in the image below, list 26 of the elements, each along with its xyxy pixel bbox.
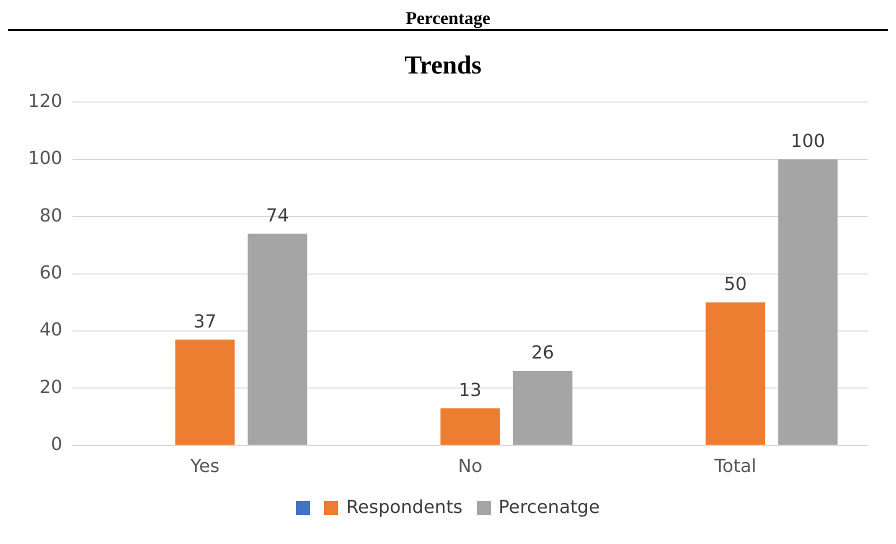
- x-tick-label: Total: [713, 456, 756, 477]
- data-label: 74: [266, 205, 289, 226]
- y-tick-label: 60: [39, 262, 62, 284]
- y-tick-label: 20: [39, 376, 62, 398]
- y-tick-label: 0: [50, 434, 62, 456]
- data-label: 37: [194, 311, 216, 332]
- y-tick-label: 80: [39, 205, 62, 226]
- data-label: 100: [790, 131, 826, 152]
- y-tick-label: 100: [28, 148, 62, 170]
- bar: [706, 302, 766, 445]
- legend-label: Respondents: [346, 497, 463, 518]
- legend-label: Percenatge: [498, 497, 600, 518]
- y-tick-label: 120: [28, 90, 62, 112]
- chart-title: Trends: [404, 50, 482, 80]
- y-tick-label: 40: [39, 320, 62, 341]
- bar: [248, 234, 308, 445]
- bar: [440, 408, 500, 445]
- bar: [778, 159, 838, 445]
- data-label: 50: [724, 274, 747, 296]
- bar: [175, 340, 235, 445]
- text: Percentage: [8, 8, 888, 31]
- bar: [512, 371, 572, 445]
- x-tick-label: No: [458, 456, 482, 477]
- data-label: 13: [458, 380, 482, 401]
- data-label: 26: [531, 342, 554, 364]
- x-tick-label: Yes: [189, 456, 220, 477]
